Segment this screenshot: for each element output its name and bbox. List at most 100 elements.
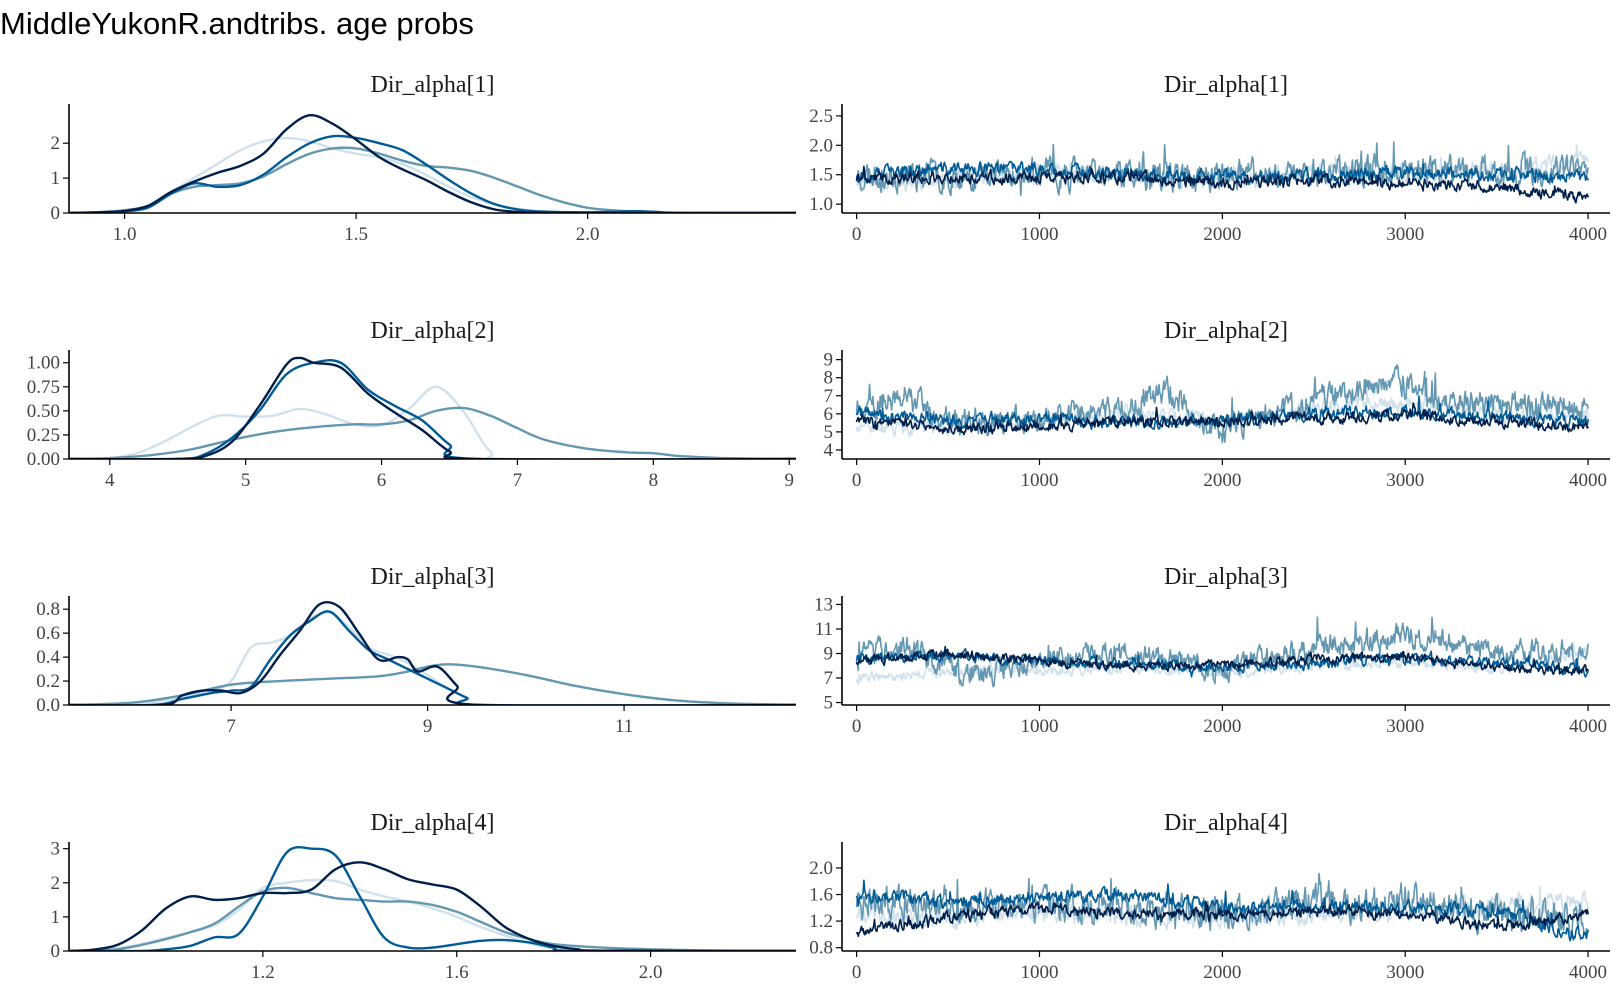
plot-area: [855, 141, 1589, 204]
panel-title: Dir_alpha[3]: [371, 564, 495, 590]
x-tick-label: 0: [852, 962, 862, 983]
plot-area: [855, 872, 1589, 942]
panel-trace-4: Dir_alpha[4] 0 1000 2000 3000 4000 0.8 1.2 1.6 2.…: [809, 810, 1610, 983]
y-tick-label: 0: [51, 941, 61, 962]
y-tick-label: 0.25: [27, 425, 60, 446]
y-tick-label: 0.2: [36, 671, 60, 692]
y-tick-label: 0.75: [27, 377, 60, 398]
chain-4-line: [69, 600, 796, 705]
x-tick-label: 0: [852, 224, 862, 245]
x-tick-label: 3000: [1386, 470, 1424, 491]
chain-1-line: [69, 878, 796, 951]
plot-area: [855, 616, 1589, 688]
y-tick-label: 0.00: [27, 449, 60, 470]
y-tick-label: 11: [815, 619, 833, 640]
chain-3-line: [69, 359, 796, 459]
chain-4-line: [855, 901, 1589, 938]
panel-title: Dir_alpha[2]: [1164, 318, 1288, 344]
x-tick-label: 9: [784, 470, 794, 491]
panel-title: Dir_alpha[2]: [371, 318, 495, 344]
x-tick-label: 2000: [1203, 470, 1241, 491]
x-tick-label: 4: [105, 470, 115, 491]
chain-3-line: [855, 395, 1589, 431]
chain-4-line: [855, 645, 1589, 676]
y-tick-label: 5: [824, 422, 834, 443]
x-tick-label: 7: [226, 716, 236, 737]
y-tick-label: 1: [51, 907, 61, 928]
figure-title: MiddleYukonR.andtribs. age probs: [0, 6, 474, 41]
panel-trace-1: Dir_alpha[1] 0 1000 2000 3000 4000 1.0 1.5 2.0 2.…: [809, 72, 1610, 245]
x-tick-label: 4000: [1569, 470, 1607, 491]
x-tick-label: 2000: [1203, 716, 1241, 737]
x-tick-label: 9: [423, 716, 433, 737]
x-tick-label: 1000: [1020, 470, 1058, 491]
y-tick-label: 1: [51, 168, 61, 189]
panel-density-1: Dir_alpha[1] 1.0 1.5 2.0 0 1 2: [51, 72, 796, 245]
y-tick-label: 3: [51, 839, 61, 860]
y-tick-label: 9: [824, 350, 834, 371]
panel-trace-3: Dir_alpha[3] 0 1000 2000 3000 4000 5 7 9 11 13: [814, 564, 1610, 737]
x-tick-label: 1.6: [445, 962, 469, 983]
y-tick-label: 0.4: [36, 647, 60, 668]
x-tick-label: 2000: [1203, 224, 1241, 245]
chain-2-line: [855, 364, 1589, 444]
plot-area: [69, 845, 796, 951]
x-tick-label: 1000: [1020, 224, 1058, 245]
y-tick-label: 7: [824, 386, 834, 407]
y-tick-label: 1.5: [809, 165, 833, 186]
x-tick-label: 4000: [1569, 962, 1607, 983]
panel-title: Dir_alpha[1]: [371, 72, 495, 98]
y-tick-label: 0: [51, 203, 61, 224]
x-tick-label: 1.5: [344, 224, 368, 245]
x-tick-label: 6: [377, 470, 387, 491]
x-tick-label: 5: [241, 470, 251, 491]
x-tick-label: 11: [615, 716, 633, 737]
y-tick-label: 0.0: [36, 695, 60, 716]
chain-3-line: [69, 610, 796, 705]
chain-3-line: [855, 160, 1589, 186]
plot-area: [69, 600, 796, 705]
x-tick-label: 3000: [1386, 716, 1424, 737]
chain-2-line: [69, 406, 796, 459]
chain-1-line: [69, 611, 796, 705]
y-tick-label: 0.6: [36, 623, 60, 644]
y-tick-label: 2.5: [809, 106, 833, 127]
chain-2-line: [69, 663, 796, 705]
x-tick-label: 1.2: [251, 962, 275, 983]
x-tick-label: 7: [513, 470, 523, 491]
x-tick-label: 4000: [1569, 224, 1607, 245]
y-tick-label: 7: [824, 668, 834, 689]
y-tick-label: 0.50: [27, 401, 60, 422]
y-tick-label: 2.0: [809, 135, 833, 156]
y-tick-label: 1.6: [809, 885, 833, 906]
panel-title: Dir_alpha[1]: [1164, 72, 1288, 98]
chain-3-line: [69, 845, 796, 951]
panel-density-2: Dir_alpha[2] 4 5 6 7 8 9 0.00 0.25 0.50 0.75 1.00: [27, 318, 796, 491]
y-tick-label: 13: [814, 594, 833, 615]
x-tick-label: 3000: [1386, 224, 1424, 245]
x-tick-label: 1.0: [113, 224, 137, 245]
plot-area: [855, 364, 1589, 444]
x-tick-label: 1000: [1020, 716, 1058, 737]
chain-2-line: [855, 616, 1589, 688]
chain-4-line: [69, 861, 796, 951]
y-tick-label: 5: [824, 693, 834, 714]
plot-area: [69, 356, 796, 459]
y-tick-label: 1.00: [27, 353, 60, 374]
chain-4-line: [69, 113, 796, 213]
chain-4-line: [855, 165, 1589, 204]
y-tick-label: 6: [824, 404, 834, 425]
y-tick-label: 8: [824, 368, 834, 389]
panel-density-4: Dir_alpha[4] 1.2 1.6 2.0 0 1 2 3: [51, 810, 796, 983]
plot-area: [69, 113, 796, 213]
x-tick-label: 8: [649, 470, 659, 491]
y-tick-label: 2: [51, 133, 61, 154]
chain-3-line: [69, 134, 796, 213]
y-tick-label: 0.8: [36, 599, 60, 620]
panel-title: Dir_alpha[4]: [371, 810, 495, 836]
y-tick-label: 4: [824, 440, 834, 461]
x-tick-label: 4000: [1569, 716, 1607, 737]
y-tick-label: 0.8: [809, 938, 833, 959]
